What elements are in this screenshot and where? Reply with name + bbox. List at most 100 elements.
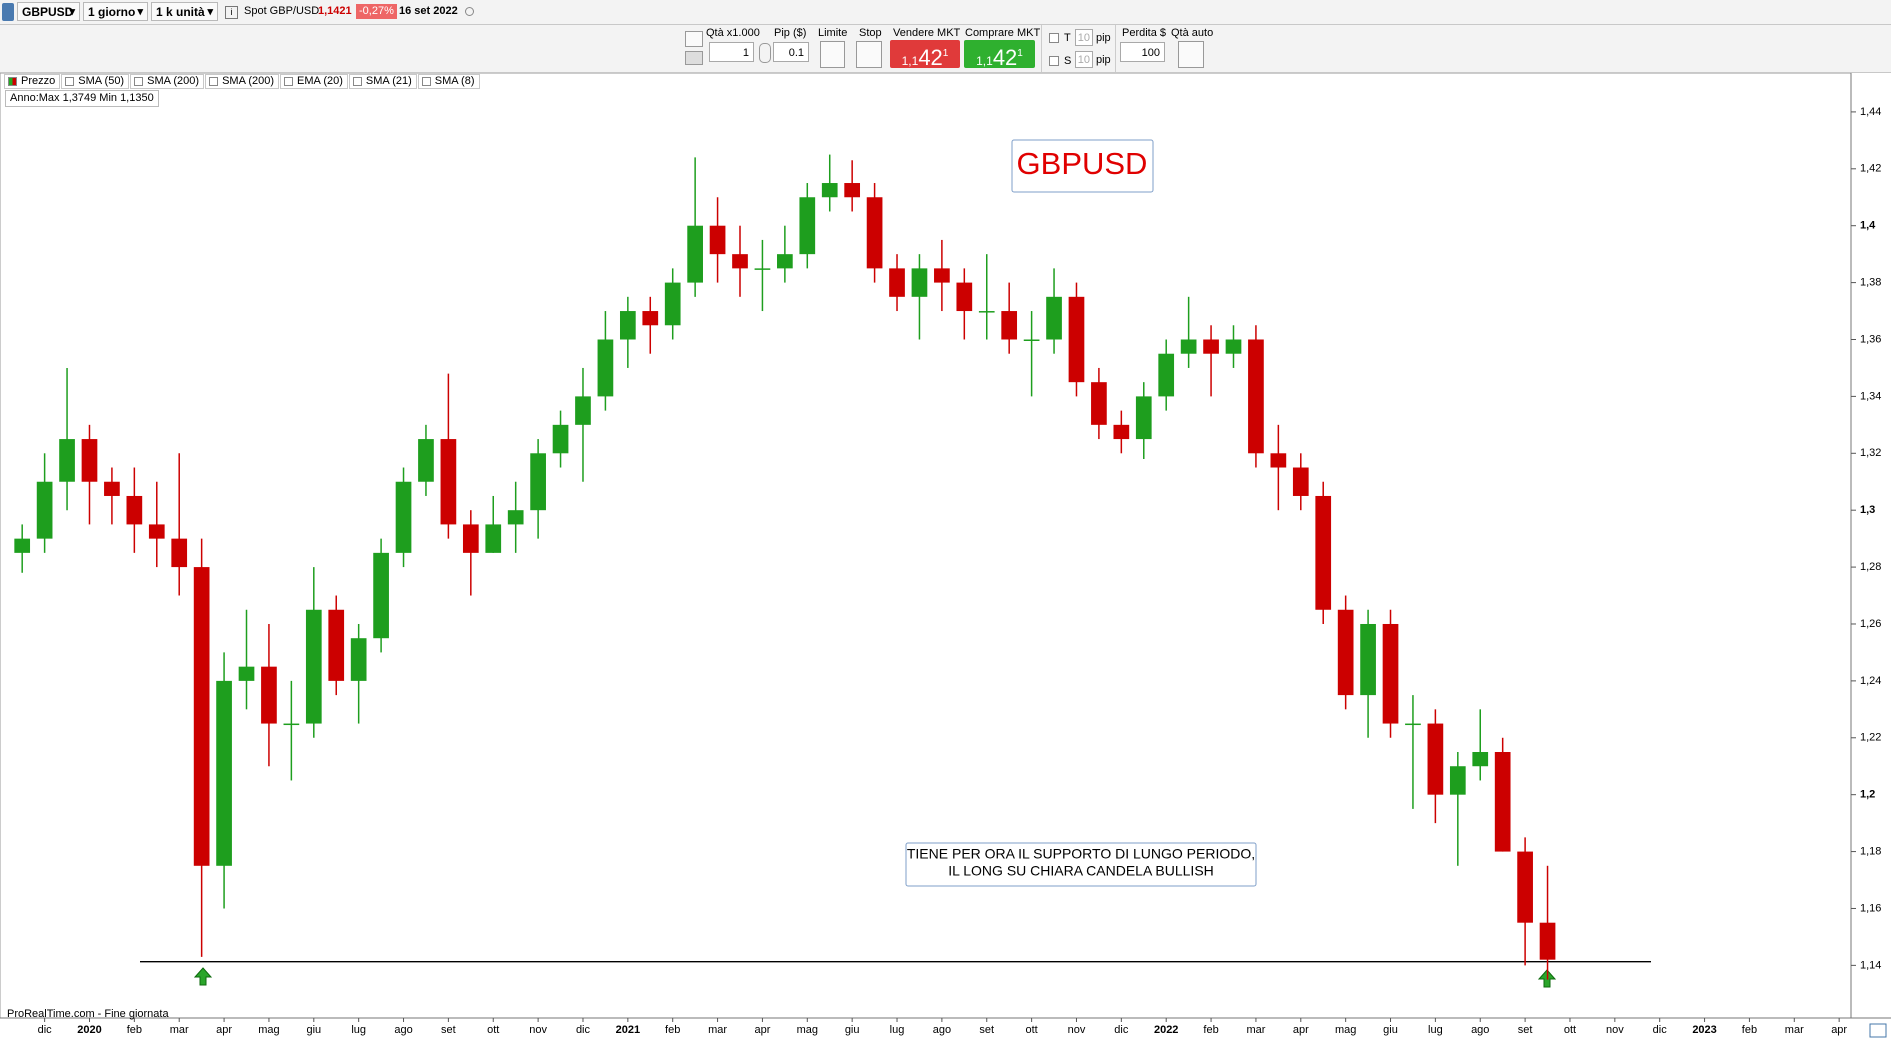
change-badge: -0,27% bbox=[356, 4, 397, 19]
footer: ProRealTime.com - Fine giornata bbox=[7, 1008, 169, 1020]
x-tick-label: dic bbox=[1114, 1024, 1129, 1036]
x-tick-label: giu bbox=[306, 1024, 321, 1036]
y-tick-label: 1,2 bbox=[1860, 789, 1875, 801]
x-tick-label: nov bbox=[1068, 1024, 1086, 1036]
qty-input[interactable]: 1 bbox=[709, 42, 754, 62]
x-tick-label: set bbox=[441, 1024, 456, 1036]
indicator[interactable]: SMA (200) bbox=[205, 74, 280, 89]
units-select[interactable]: 1 k unità bbox=[151, 2, 218, 22]
candle-body bbox=[1135, 396, 1152, 440]
chart-title: GBPUSD bbox=[1017, 146, 1148, 181]
candle-body bbox=[1360, 623, 1376, 696]
status-dot bbox=[465, 7, 474, 16]
candle-body bbox=[642, 311, 659, 326]
indicator[interactable]: SMA (50) bbox=[61, 74, 130, 89]
indicator-label: SMA (8) bbox=[434, 75, 475, 87]
indicator-checkbox[interactable] bbox=[8, 77, 17, 86]
candle-body bbox=[799, 197, 816, 255]
stop-button[interactable] bbox=[856, 41, 882, 68]
s-checkbox[interactable] bbox=[1049, 56, 1059, 66]
price-part: 1 bbox=[942, 48, 949, 59]
indicator-checkbox[interactable] bbox=[352, 77, 362, 86]
candle-body bbox=[59, 439, 75, 482]
indicator[interactable]: Prezzo bbox=[4, 74, 61, 89]
link-icon[interactable] bbox=[759, 43, 771, 63]
candle-body bbox=[1315, 495, 1332, 610]
candle-body bbox=[1180, 339, 1197, 354]
indicator[interactable]: SMA (8) bbox=[417, 74, 480, 89]
symbol-select[interactable]: GBPUSD bbox=[17, 2, 80, 22]
x-tick-label: ott bbox=[1025, 1024, 1037, 1036]
arrow-up bbox=[193, 967, 213, 986]
candle-body bbox=[462, 524, 479, 553]
candle-body bbox=[1203, 339, 1219, 354]
loss-input[interactable]: 100 bbox=[1120, 42, 1165, 62]
candle-body bbox=[709, 225, 726, 255]
app-icon[interactable] bbox=[2, 3, 14, 21]
limit-label: Limite bbox=[818, 27, 848, 39]
candle-body bbox=[171, 538, 188, 568]
candle-body bbox=[911, 268, 928, 297]
indicator-label: SMA (21) bbox=[365, 75, 412, 87]
limit-button[interactable] bbox=[820, 41, 845, 68]
candle-body bbox=[1517, 851, 1533, 923]
indicator[interactable]: SMA (21) bbox=[348, 74, 417, 89]
y-tick-label: 1,34 bbox=[1860, 390, 1881, 402]
candle-body bbox=[1449, 766, 1466, 795]
indicator-checkbox[interactable] bbox=[284, 77, 294, 86]
y-tick-label: 1,16 bbox=[1860, 902, 1881, 914]
indicator-checkbox[interactable] bbox=[65, 77, 75, 86]
period-select[interactable]: 1 giorno bbox=[83, 2, 148, 22]
x-tick-label: nov bbox=[529, 1024, 547, 1036]
x-tick-label: apr bbox=[1831, 1024, 1847, 1036]
pip-input[interactable]: 0.1 bbox=[773, 42, 809, 62]
candle-body bbox=[373, 552, 389, 639]
s-input[interactable]: 10 bbox=[1075, 51, 1093, 68]
info-icon[interactable]: i bbox=[225, 6, 238, 19]
candle-body bbox=[664, 282, 681, 326]
candle-body bbox=[1539, 922, 1556, 960]
t-input[interactable]: 10 bbox=[1075, 29, 1093, 46]
s-unit: pip bbox=[1096, 54, 1111, 66]
x-tick-label: 2021 bbox=[616, 1024, 640, 1036]
x-tick-label: feb bbox=[665, 1024, 680, 1036]
top-bar: GBPUSD 1 giorno 1 k unità i Spot GBP/USD… bbox=[0, 0, 1891, 25]
candle-body bbox=[552, 424, 569, 454]
sell-button[interactable]: 1,1421 bbox=[890, 40, 960, 70]
indicator[interactable]: SMA (200) bbox=[130, 74, 205, 89]
candle-body bbox=[821, 183, 838, 198]
price-part: 1,1 bbox=[976, 54, 993, 68]
candle-body bbox=[1405, 723, 1421, 726]
annotation: TIENE PER ORA IL SUPPORTO DI LUNGO PERIO… bbox=[907, 846, 1255, 862]
keyboard-icon[interactable] bbox=[685, 51, 703, 65]
wrench-icon[interactable] bbox=[685, 31, 703, 47]
y-axis-area bbox=[1851, 73, 1891, 1040]
auto-button[interactable] bbox=[1178, 41, 1204, 68]
candle-body bbox=[1091, 382, 1107, 425]
candle-body bbox=[126, 495, 143, 525]
y-tick-label: 1,26 bbox=[1860, 618, 1881, 630]
t-checkbox[interactable] bbox=[1049, 33, 1059, 43]
candle-body bbox=[1337, 609, 1354, 696]
buy-button[interactable]: 1,1421 bbox=[964, 40, 1035, 70]
price-part: 1 bbox=[1017, 48, 1023, 59]
indicator-checkbox[interactable] bbox=[209, 77, 219, 86]
x-tick-label: feb bbox=[1203, 1024, 1218, 1036]
x-tick-label: apr bbox=[216, 1024, 232, 1036]
candle-body bbox=[193, 567, 210, 866]
x-tick-label: ago bbox=[1471, 1024, 1489, 1036]
axis-settings[interactable] bbox=[1869, 1023, 1887, 1038]
x-tick-label: mar bbox=[1246, 1024, 1265, 1036]
indicator[interactable]: EMA (20) bbox=[280, 74, 348, 89]
candle-body bbox=[1046, 296, 1062, 340]
candle-body bbox=[1292, 467, 1309, 496]
loss-label: Perdita $ bbox=[1122, 27, 1167, 39]
indicator-checkbox[interactable] bbox=[421, 77, 431, 86]
candle-body bbox=[104, 481, 120, 496]
date: 16 set 2022 bbox=[399, 5, 458, 17]
candle-body bbox=[956, 282, 973, 312]
candle-body bbox=[395, 481, 412, 553]
indicator-checkbox[interactable] bbox=[134, 77, 144, 86]
